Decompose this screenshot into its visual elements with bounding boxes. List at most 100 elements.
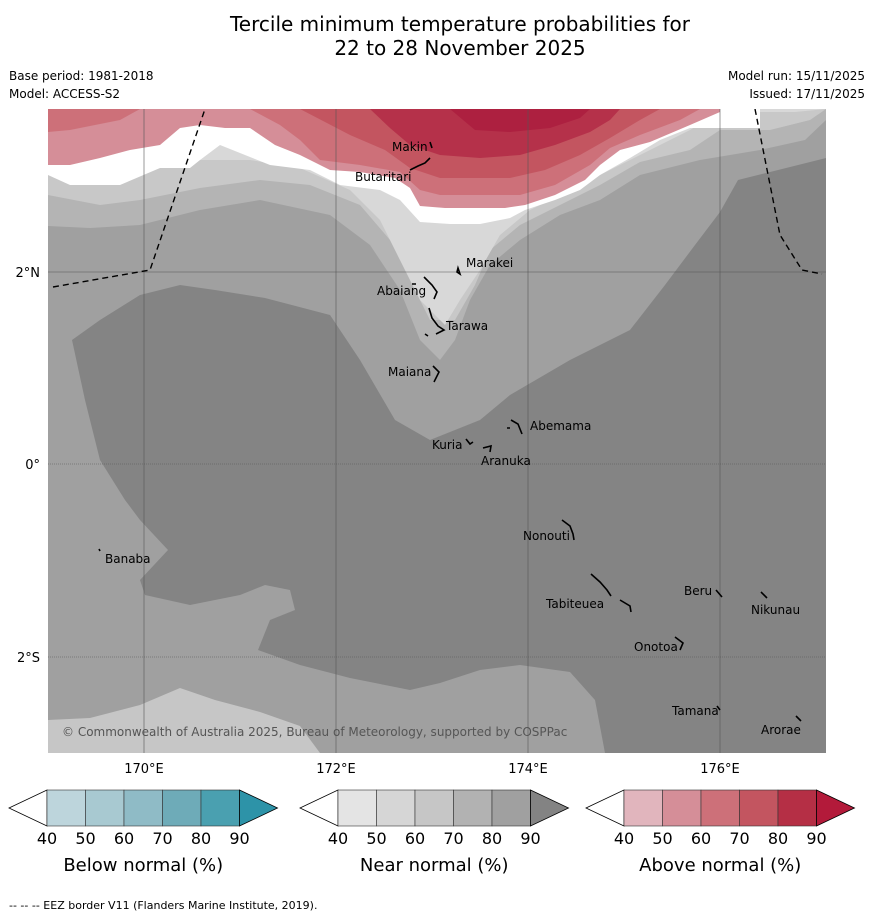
island-nonouti — [561, 519, 575, 541]
island-beru — [715, 589, 723, 598]
label-marakei: Marakei — [466, 256, 513, 270]
label-abaiang: Abaiang — [377, 284, 426, 298]
colorbar-tick-label: 50 — [366, 829, 386, 848]
lat-label-2n: 2°N — [16, 266, 41, 281]
copyright-notice: © Commonwealth of Australia 2025, Bureau… — [62, 725, 567, 739]
model-run: Model run: 15/11/2025 — [727, 69, 865, 83]
colorbar-tick-label: 60 — [114, 829, 134, 848]
colorbar-tick-label: 70 — [729, 829, 749, 848]
colorbar-title: Above normal (%) — [639, 855, 801, 876]
colorbar-cell — [623, 789, 663, 827]
colorbar-tick-label: 50 — [75, 829, 95, 848]
island-abaiang — [412, 276, 438, 300]
colorbar-cell — [414, 789, 454, 827]
colorbar-cell — [162, 789, 202, 827]
meta-left: Base period: 1981-2018 Model: ACCESS-S2 — [9, 67, 154, 103]
colorbar-tick-label: 80 — [482, 829, 502, 848]
island-marakei — [456, 265, 462, 276]
colorbar-tick-label: 60 — [691, 829, 711, 848]
colorbar-tick-label: 90 — [520, 829, 540, 848]
island-makin — [429, 141, 433, 149]
label-tabiteuea: Tabiteuea — [545, 597, 604, 611]
label-tamana: Tamana — [671, 704, 719, 718]
label-abemama: Abemama — [530, 419, 591, 433]
colorbar-cell — [491, 789, 531, 827]
colorbar-tick-label: 70 — [152, 829, 172, 848]
colorbar-title: Near normal (%) — [360, 855, 509, 876]
eez-legend-footer: -- -- -- EEZ border V11 (Flanders Marine… — [9, 899, 318, 912]
island-maiana — [432, 365, 440, 383]
title-line-1: Tercile minimum temperature probabilitie… — [229, 12, 691, 36]
island-tabiteuea — [590, 573, 632, 613]
label-banaba: Banaba — [105, 552, 151, 566]
label-arorae: Arorae — [761, 723, 801, 737]
colorbar-title: Below normal (%) — [63, 855, 223, 876]
near-normal-70-region — [48, 109, 826, 753]
colorbar-tick-label: 80 — [191, 829, 211, 848]
lat-label-0: 0° — [25, 458, 40, 473]
colorbar-cell — [123, 789, 163, 827]
label-aranuka: Aranuka — [481, 454, 531, 468]
colorbar-min-extension — [8, 789, 48, 827]
eez-border — [52, 109, 823, 288]
colorbar-cell — [700, 789, 740, 827]
lon-label-174e: 174°E — [508, 762, 548, 777]
colorbar-min-extension — [299, 789, 339, 827]
island-tamana — [716, 705, 721, 711]
label-tarawa: Tarawa — [445, 319, 488, 333]
colorbar-cell — [739, 789, 779, 827]
colorbar-cell — [376, 789, 416, 827]
latitude-labels: 2°N 0° 2°S — [16, 266, 41, 666]
island-arorae — [795, 715, 802, 722]
colorbar-cell — [777, 789, 817, 827]
colorbar-max-extension — [530, 789, 570, 827]
colorbar-max-extension — [239, 789, 279, 827]
colorbar-tick-label: 90 — [806, 829, 826, 848]
above-normal-60-west — [48, 109, 140, 132]
label-kuria: Kuria — [432, 438, 463, 452]
label-makin: Makin — [392, 140, 428, 154]
island-kuria — [465, 438, 474, 446]
above-normal-90-region — [450, 109, 590, 132]
map-title: Tercile minimum temperature probabilitie… — [0, 12, 873, 60]
island-tarawa — [424, 307, 446, 337]
island-abemama — [507, 419, 523, 435]
colorbar-above-normal: 40 50 60 70 80 90 Above normal (%) — [585, 789, 856, 876]
probability-map: Makin Butaritari Marakei Abaiang Tarawa … — [48, 109, 826, 753]
islands — [98, 141, 802, 722]
colorbar-max-extension — [816, 789, 856, 827]
near-normal-60-south — [48, 688, 320, 753]
colorbar-tick-label: 40 — [328, 829, 348, 848]
colorbar-tick-label: 50 — [652, 829, 672, 848]
island-butaritari — [409, 157, 431, 171]
longitude-labels: 170°E 172°E 174°E 176°E — [124, 762, 740, 777]
label-butaritari: Butaritari — [355, 170, 412, 184]
base-period: Base period: 1981-2018 — [9, 69, 154, 83]
label-onotoa: Onotoa — [634, 640, 678, 654]
issued-date: Issued: 17/11/2025 — [749, 87, 865, 101]
colorbar-cell — [85, 789, 125, 827]
colorbar-tick-label: 90 — [229, 829, 249, 848]
lon-label-170e: 170°E — [124, 762, 164, 777]
colorbar-tick-label: 40 — [614, 829, 634, 848]
colorbar-tick-label: 70 — [443, 829, 463, 848]
title-line-2: 22 to 28 November 2025 — [334, 36, 586, 60]
colorbar-cell — [46, 789, 86, 827]
lon-label-172e: 172°E — [316, 762, 356, 777]
colorbar-cell — [453, 789, 493, 827]
island-onotoa — [674, 636, 684, 651]
colorbar-cell — [337, 789, 377, 827]
colorbar-near-normal: 40 50 60 70 80 90 Near normal (%) — [299, 789, 570, 876]
island-nikunau — [760, 591, 768, 599]
colorbar-cell — [662, 789, 702, 827]
colorbar-tick-label: 60 — [405, 829, 425, 848]
colorbar-tick-label: 40 — [37, 829, 57, 848]
place-labels: Makin Butaritari Marakei Abaiang Tarawa … — [105, 140, 801, 737]
colorbar-below-normal: 40 50 60 70 80 90 Below normal (%) — [8, 789, 279, 876]
lat-label-2s: 2°S — [17, 651, 40, 666]
label-nonouti: Nonouti — [523, 529, 570, 543]
label-maiana: Maiana — [388, 365, 431, 379]
model-name: Model: ACCESS-S2 — [9, 87, 121, 101]
island-aranuka — [482, 444, 492, 453]
label-nikunau: Nikunau — [751, 603, 800, 617]
